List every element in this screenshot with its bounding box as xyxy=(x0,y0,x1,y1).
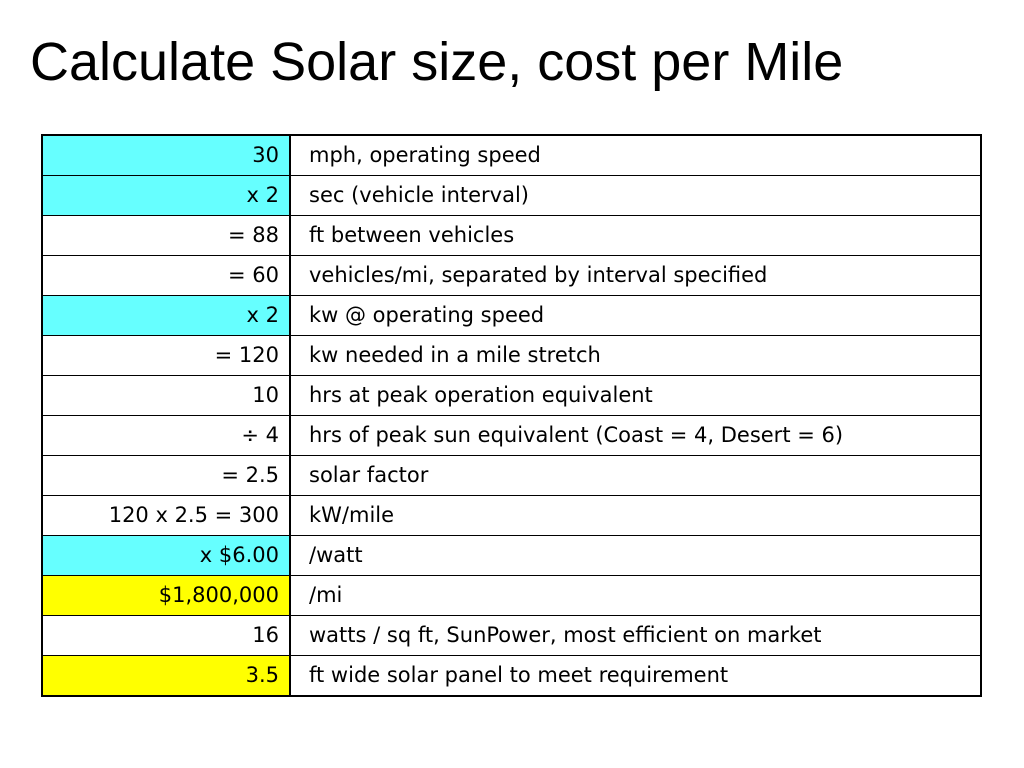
value-cell: = 2.5 xyxy=(41,455,291,496)
table-row: ÷ 4 hrs of peak sun equivalent (Coast = 4… xyxy=(41,415,982,456)
table-row: = 2.5 solar factor xyxy=(41,455,982,496)
description-cell: ft wide solar panel to meet requirement xyxy=(289,655,982,697)
description-cell: /mi xyxy=(289,575,982,616)
value-cell: = 60 xyxy=(41,255,291,296)
value-cell: 10 xyxy=(41,375,291,416)
calculation-table-body: 30 mph, operating speed x 2 sec (vehicle in… xyxy=(41,134,982,697)
table-row: 3.5 ft wide solar panel to meet requireme… xyxy=(41,655,982,697)
value-cell: = 120 xyxy=(41,335,291,376)
table-row: x 2 kw @ operating speed xyxy=(41,295,982,336)
table-row: $1,800,000/mi xyxy=(41,575,982,616)
calculation-table: 30 mph, operating speed x 2 sec (vehicle in… xyxy=(41,134,982,697)
value-cell: x 2 xyxy=(41,175,291,216)
value-cell: ÷ 4 xyxy=(41,415,291,456)
value-cell: 30 xyxy=(41,134,291,176)
table-row: 16 watts / sq ft, SunPower, most efficien… xyxy=(41,615,982,656)
description-cell: vehicles/mi, separated by interval speci… xyxy=(289,255,982,296)
value-cell: = 88 xyxy=(41,215,291,256)
description-cell: kw needed in a mile stretch xyxy=(289,335,982,376)
value-cell: 3.5 xyxy=(41,655,291,697)
value-cell: 16 xyxy=(41,615,291,656)
table-row: 120 x 2.5 = 300 kW/mile xyxy=(41,495,982,536)
description-cell: watts / sq ft, SunPower, most efficient … xyxy=(289,615,982,656)
table-row: x $6.00/watt xyxy=(41,535,982,576)
table-row: = 88 ft between vehicles xyxy=(41,215,982,256)
description-cell: hrs at peak operation equivalent xyxy=(289,375,982,416)
table-row: 30 mph, operating speed xyxy=(41,134,982,176)
value-cell: 120 x 2.5 = 300 xyxy=(41,495,291,536)
table-row: = 120 kw needed in a mile stretch xyxy=(41,335,982,376)
description-cell: kW/mile xyxy=(289,495,982,536)
value-cell: $1,800,000 xyxy=(41,575,291,616)
description-cell: kw @ operating speed xyxy=(289,295,982,336)
table-row: x 2 sec (vehicle interval) xyxy=(41,175,982,216)
description-cell: ft between vehicles xyxy=(289,215,982,256)
description-cell: hrs of peak sun equivalent (Coast = 4, D… xyxy=(289,415,982,456)
table-row: = 60 vehicles/mi, separated by interval s… xyxy=(41,255,982,296)
description-cell: sec (vehicle interval) xyxy=(289,175,982,216)
description-cell: mph, operating speed xyxy=(289,134,982,176)
description-cell: /watt xyxy=(289,535,982,576)
value-cell: x $6.00 xyxy=(41,535,291,576)
description-cell: solar factor xyxy=(289,455,982,496)
slide-title: Calculate Solar size, cost per Mile xyxy=(30,32,844,92)
table-row: 10 hrs at peak operation equivalent xyxy=(41,375,982,416)
value-cell: x 2 xyxy=(41,295,291,336)
